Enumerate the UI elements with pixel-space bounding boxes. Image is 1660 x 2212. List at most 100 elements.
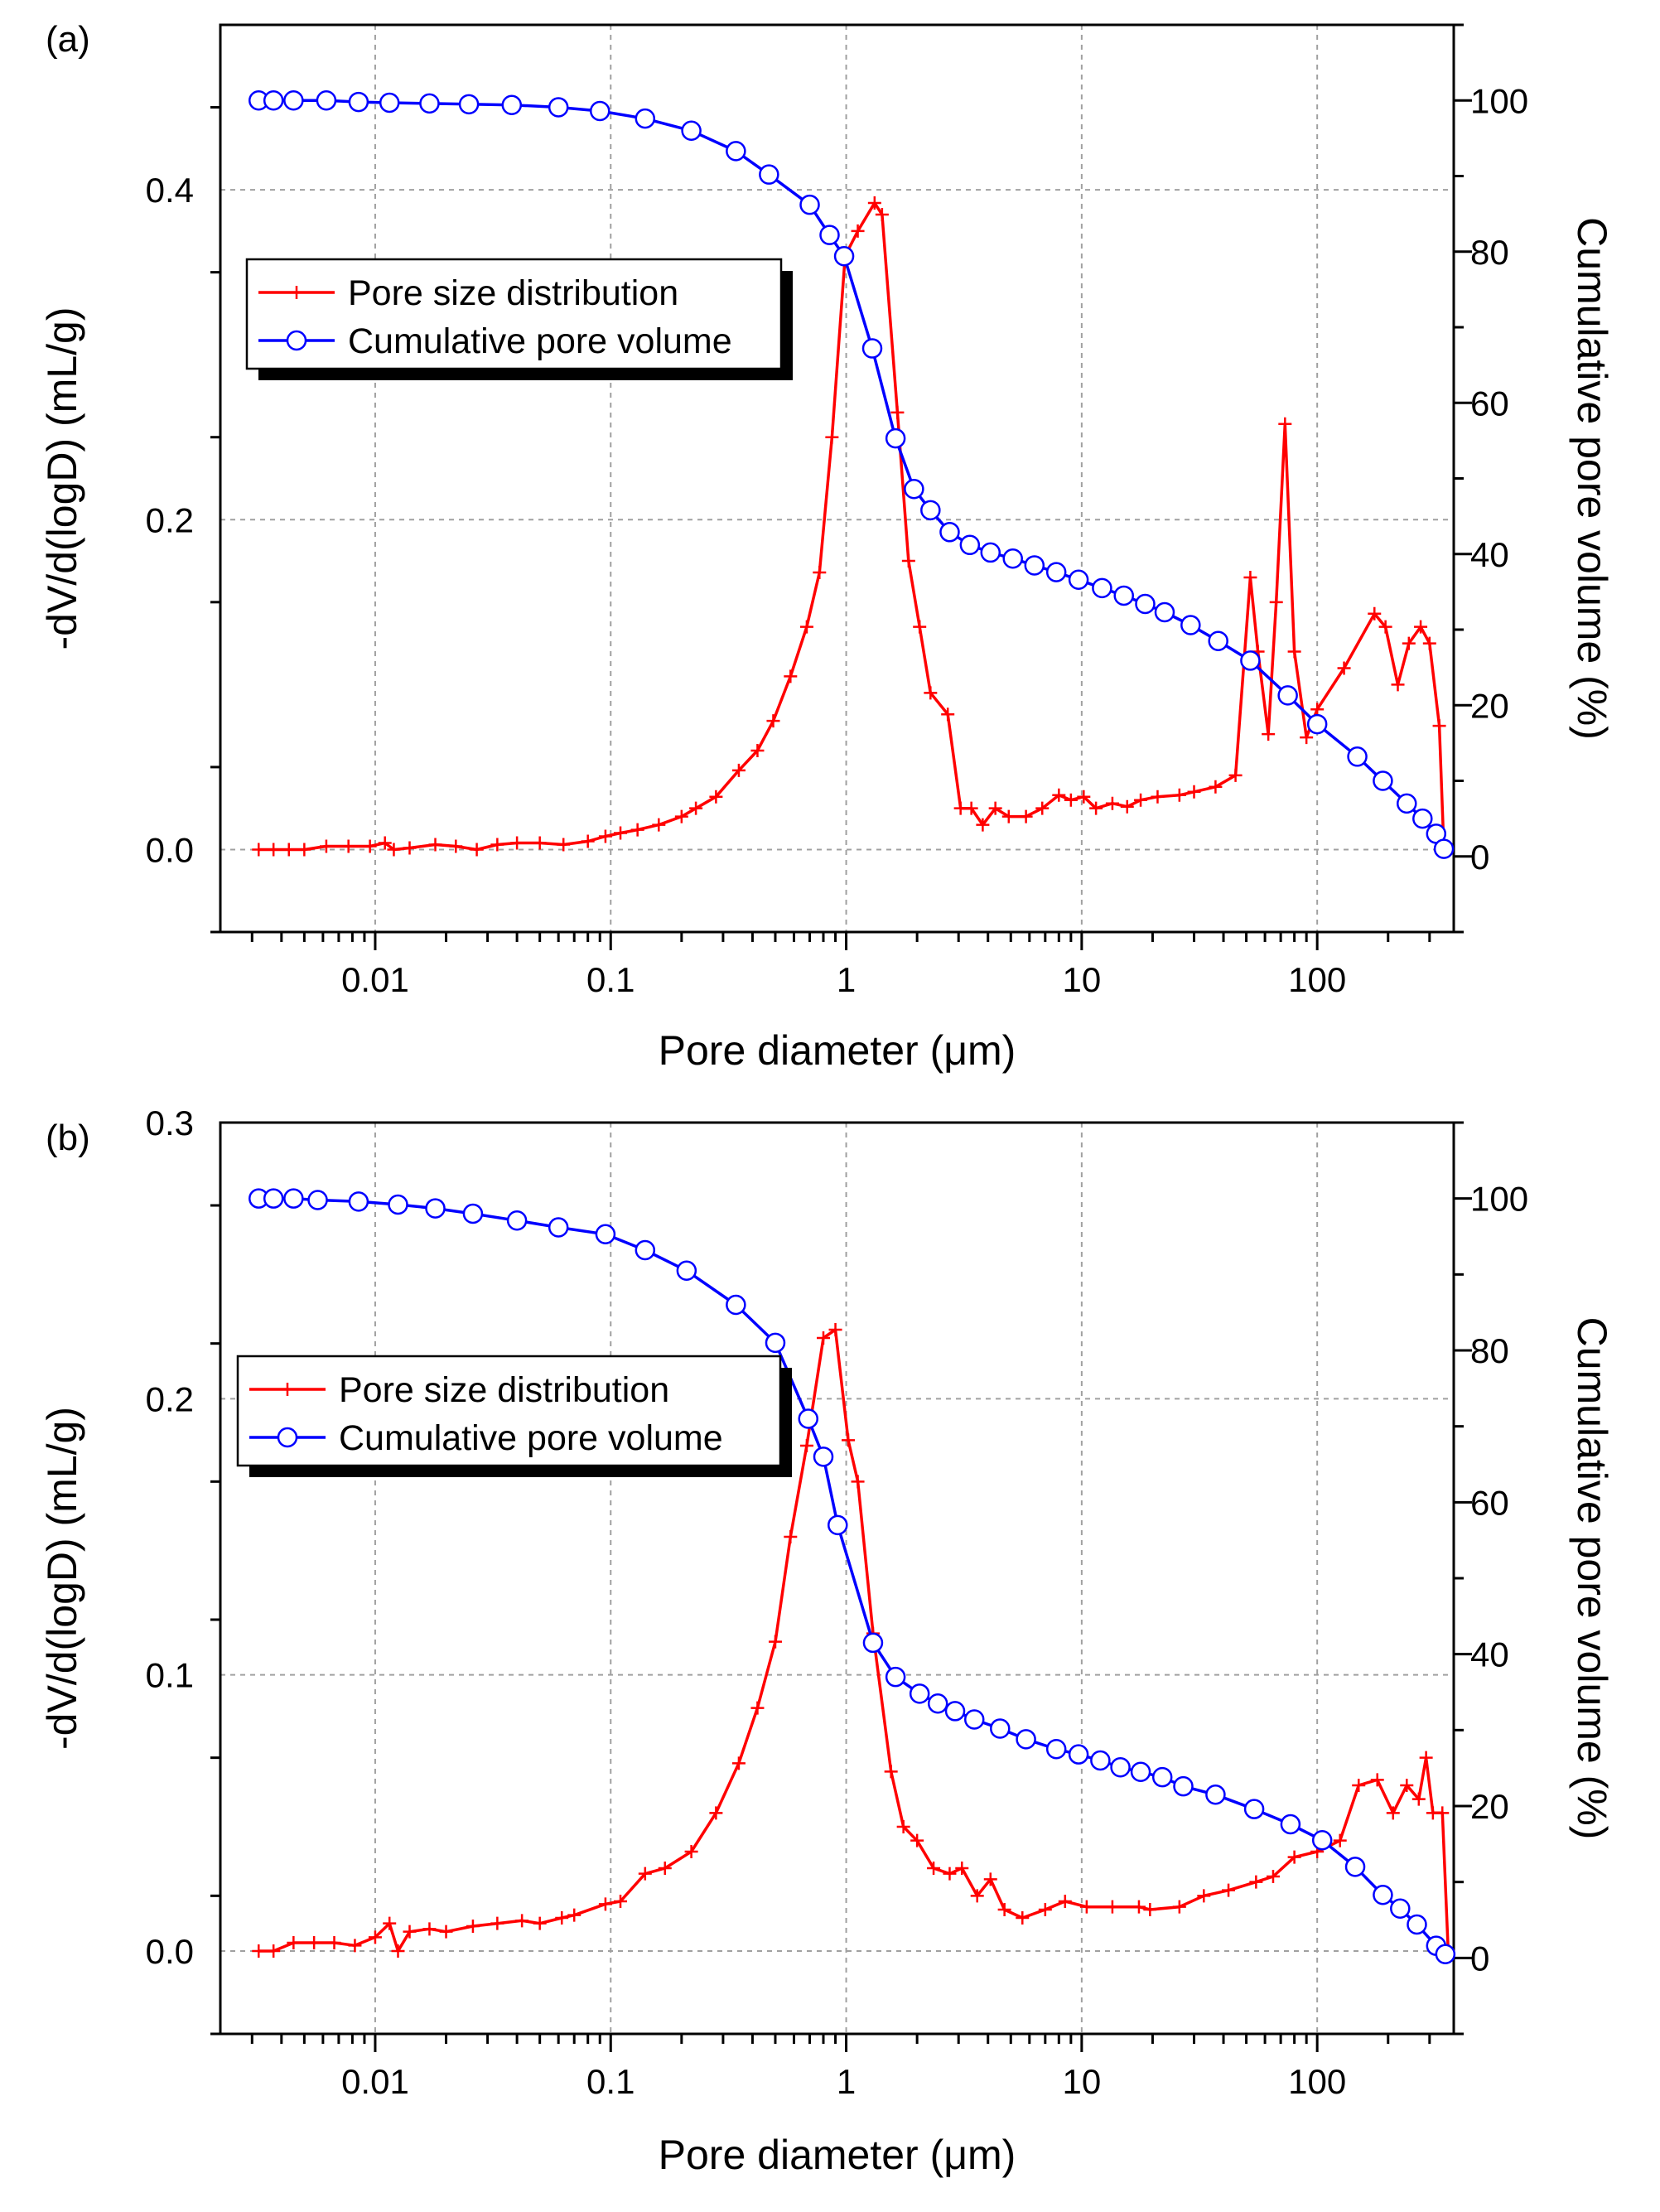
y-right-axis-title: Cumulative pore volume (%) xyxy=(1569,217,1615,740)
data-point xyxy=(595,1224,616,1244)
data-point xyxy=(635,1239,656,1261)
data-point xyxy=(976,818,990,832)
data-point xyxy=(283,1188,304,1209)
data-point xyxy=(963,1709,985,1730)
data-point xyxy=(1132,1900,1146,1914)
data-point xyxy=(817,1331,831,1345)
data-point xyxy=(1280,1814,1301,1835)
data-point xyxy=(813,1446,834,1467)
data-point xyxy=(784,1530,798,1543)
data-point xyxy=(955,1862,969,1875)
y-left-tick-label: 0.0 xyxy=(146,830,194,869)
data-point xyxy=(875,207,889,221)
data-point xyxy=(1300,731,1314,745)
data-point xyxy=(750,1701,765,1715)
x-tick-label: 100 xyxy=(1288,960,1346,999)
data-point xyxy=(1130,1761,1151,1782)
data-point xyxy=(581,834,595,848)
data-point xyxy=(799,194,820,215)
data-point xyxy=(833,245,855,267)
data-point xyxy=(709,790,723,804)
y-left-axis-ticks xyxy=(210,1204,220,2036)
data-point xyxy=(909,1683,930,1704)
y-right-axis-ticks xyxy=(1454,1121,1472,2036)
y-right-tick-label: 0 xyxy=(1470,1939,1489,1978)
data-point xyxy=(1045,1739,1067,1760)
data-point xyxy=(1024,555,1045,576)
data-point xyxy=(630,823,644,837)
data-point xyxy=(941,708,955,722)
data-point xyxy=(567,1908,581,1922)
panel-label: (b) xyxy=(46,1118,90,1158)
data-point xyxy=(1197,1889,1211,1903)
data-point xyxy=(964,801,978,815)
data-point xyxy=(557,838,571,852)
cumulative-pore-volume-series xyxy=(249,1188,1456,1964)
data-point xyxy=(681,120,702,141)
data-point xyxy=(959,534,981,556)
data-point xyxy=(842,1433,855,1447)
data-point xyxy=(263,1188,284,1209)
y-left-tick-label: 0.2 xyxy=(146,1379,194,1418)
data-point xyxy=(1209,780,1223,794)
data-point xyxy=(798,1408,818,1429)
legend-circle-marker xyxy=(286,330,307,351)
y-right-tick-label: 20 xyxy=(1470,1787,1509,1826)
data-point xyxy=(548,97,569,118)
data-point xyxy=(1436,1806,1450,1820)
data-point xyxy=(1135,593,1156,615)
data-point xyxy=(1432,719,1446,733)
data-point xyxy=(1105,1900,1119,1914)
data-point xyxy=(319,839,333,853)
y-right-tick-label: 20 xyxy=(1470,686,1509,725)
data-point xyxy=(348,1939,362,1953)
data-point xyxy=(1414,620,1428,634)
data-point xyxy=(548,1217,569,1238)
data-point xyxy=(1266,1870,1280,1883)
data-point xyxy=(1001,809,1016,823)
data-point xyxy=(422,1922,437,1936)
data-point xyxy=(1187,785,1201,799)
data-point xyxy=(614,826,628,840)
data-point xyxy=(927,1862,941,1875)
plot-frame xyxy=(219,1121,1455,2036)
y-left-tick-label: 0.3 xyxy=(146,1104,194,1142)
data-point xyxy=(598,829,612,843)
data-point xyxy=(506,1210,528,1231)
data-point xyxy=(1035,801,1050,815)
legend-label: Cumulative pore volume xyxy=(348,321,732,361)
x-tick-label: 0.01 xyxy=(341,2062,409,2101)
data-point xyxy=(252,843,266,857)
data-point xyxy=(490,1916,504,1930)
data-point xyxy=(862,1632,884,1654)
legend-label: Cumulative pore volume xyxy=(339,1418,723,1458)
data-point xyxy=(1435,1944,1456,1964)
data-point xyxy=(368,1930,382,1944)
data-point xyxy=(439,1925,453,1939)
legend-circle-marker xyxy=(277,1427,298,1448)
y-right-tick-label: 60 xyxy=(1470,1483,1509,1522)
data-point xyxy=(1172,788,1186,802)
data-point xyxy=(910,1833,924,1847)
data-point xyxy=(252,1944,266,1958)
data-point xyxy=(1052,788,1066,802)
data-point xyxy=(449,839,463,853)
data-point xyxy=(750,744,765,757)
data-point xyxy=(674,809,688,823)
plot-frame xyxy=(219,23,1455,934)
data-point xyxy=(1370,1773,1384,1787)
data-point xyxy=(307,1190,328,1210)
data-point xyxy=(282,843,296,857)
data-point xyxy=(896,1820,910,1833)
data-point xyxy=(731,1756,746,1770)
cumulative-pore-volume-series xyxy=(249,90,1455,859)
x-tick-label: 0.1 xyxy=(586,960,635,999)
data-point xyxy=(1249,1875,1263,1889)
data-point xyxy=(1240,650,1261,671)
data-point xyxy=(379,92,400,113)
data-point xyxy=(1064,793,1078,807)
data-point xyxy=(1180,615,1201,635)
data-point xyxy=(1310,703,1325,717)
data-point xyxy=(920,500,941,521)
data-point xyxy=(1002,548,1023,569)
